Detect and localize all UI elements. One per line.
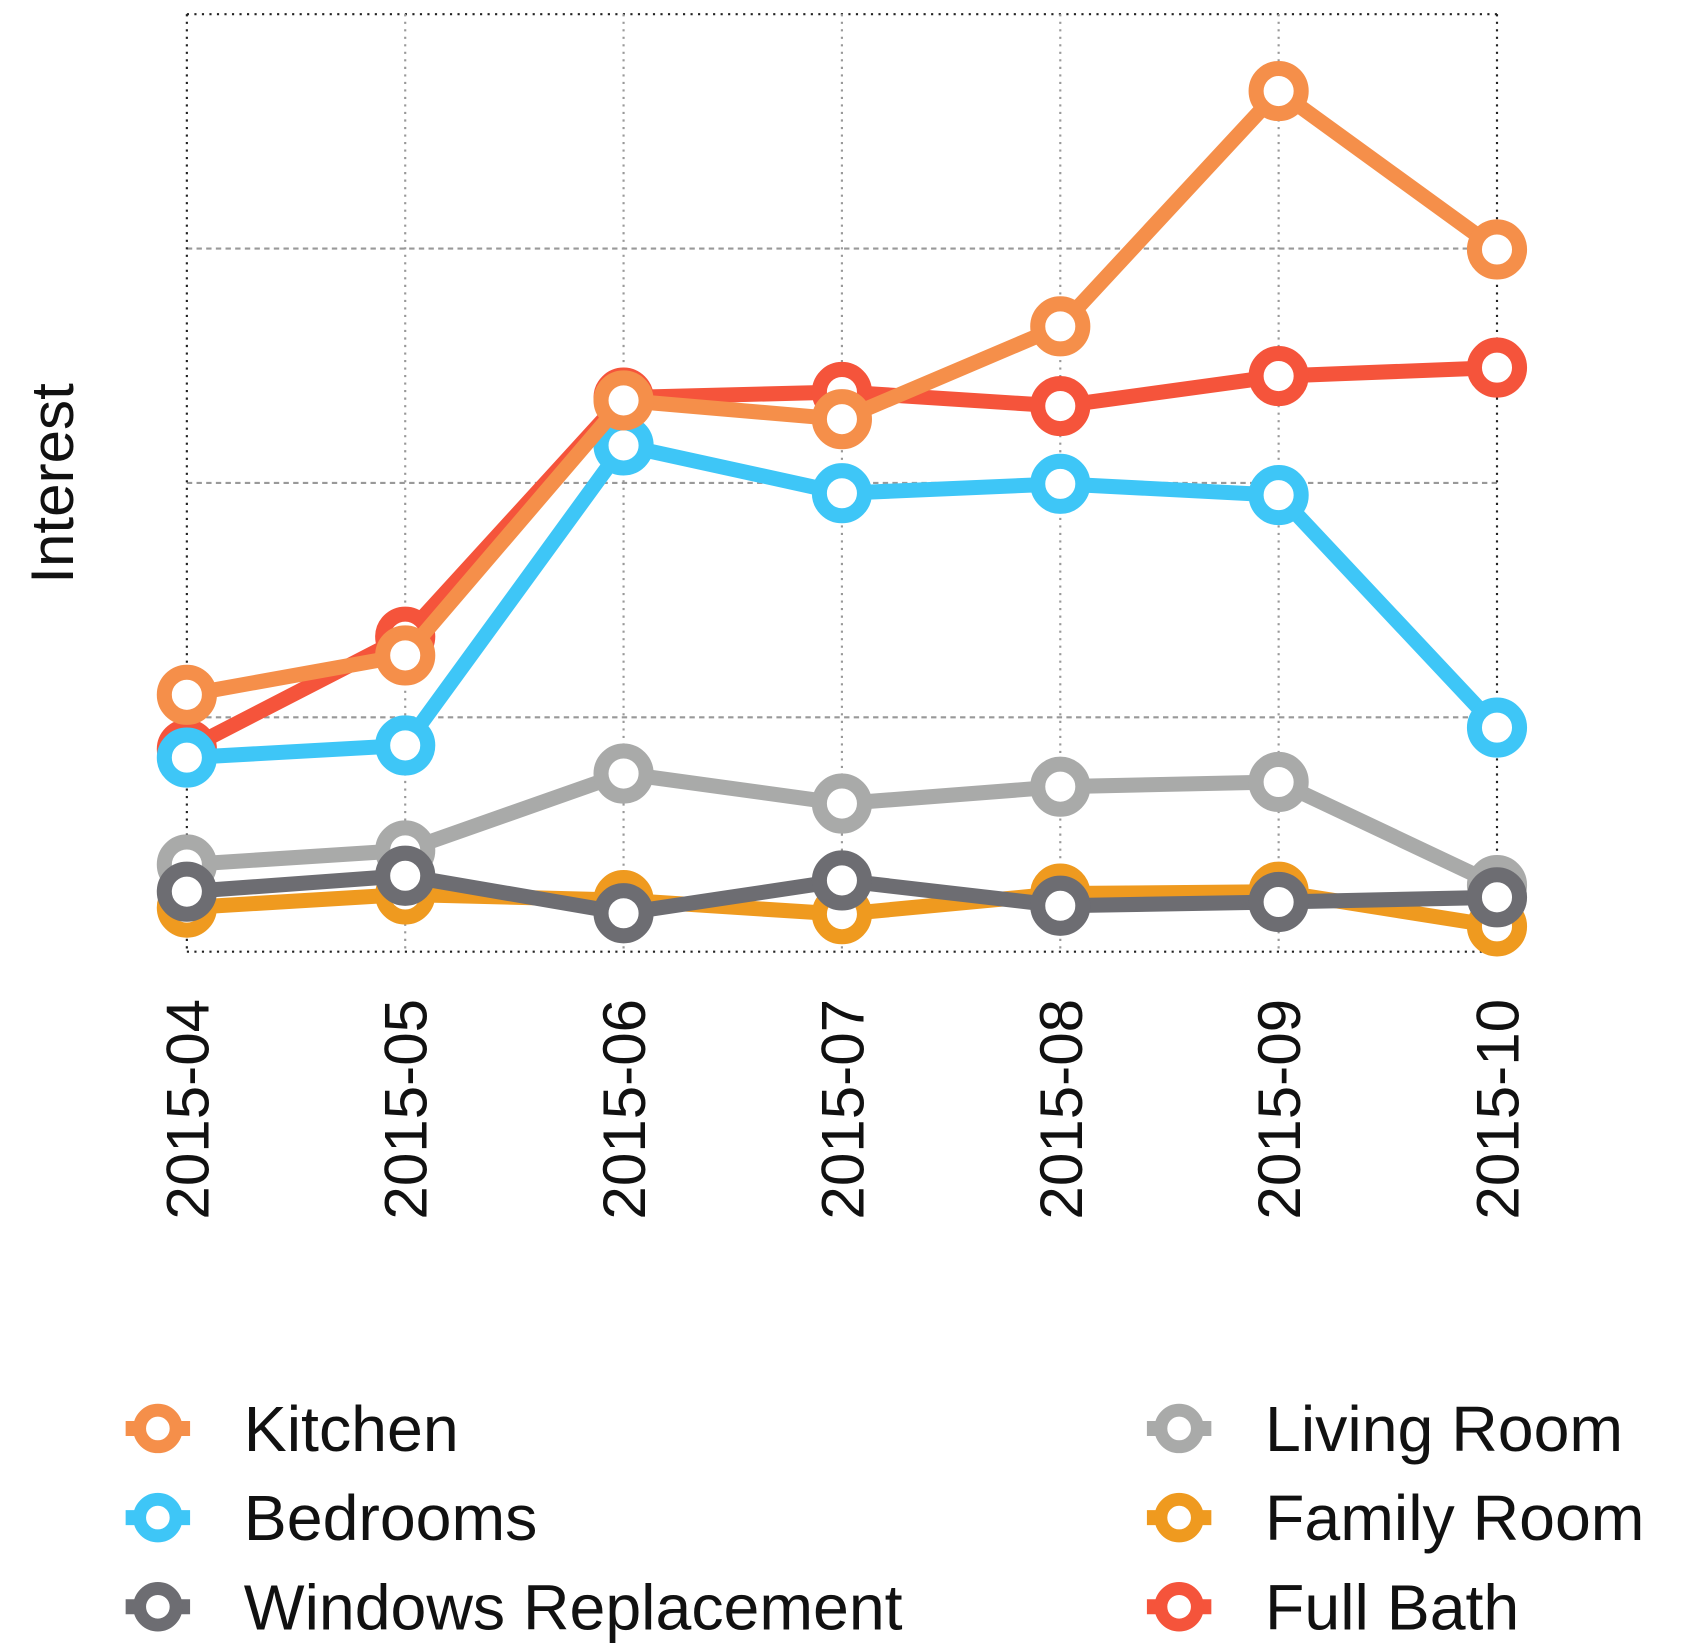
series xyxy=(156,415,1528,788)
marker xyxy=(811,773,872,834)
x-tick-label: 2015-04 xyxy=(154,999,221,1220)
marker xyxy=(1466,697,1528,758)
marker xyxy=(1466,337,1528,398)
marker xyxy=(156,727,217,788)
series xyxy=(156,60,1528,725)
marker xyxy=(1030,296,1091,357)
marker xyxy=(375,845,436,906)
x-tick-label: 2015-08 xyxy=(1028,999,1095,1220)
marker xyxy=(1248,465,1309,526)
x-tick-label: 2015-06 xyxy=(591,999,658,1220)
marker xyxy=(593,883,654,944)
marker xyxy=(593,743,654,804)
x-tick-label: 2015-07 xyxy=(809,999,876,1220)
legend-label: Living Room xyxy=(1265,1393,1623,1465)
series xyxy=(156,845,1528,944)
marker xyxy=(1248,60,1309,122)
legend-marker xyxy=(1154,1403,1204,1454)
legend-label: Full Bath xyxy=(1265,1571,1519,1643)
marker xyxy=(811,463,872,524)
marker xyxy=(1030,875,1091,936)
legend-marker xyxy=(133,1582,183,1632)
legend-marker xyxy=(1154,1492,1204,1543)
legend-label: Kitchen xyxy=(244,1393,459,1465)
marker xyxy=(1248,871,1309,933)
marker xyxy=(811,850,872,911)
legend-label: Family Room xyxy=(1265,1482,1644,1554)
marker xyxy=(1248,751,1309,813)
x-tick-label: 2015-10 xyxy=(1464,999,1531,1220)
legend-marker xyxy=(133,1403,183,1454)
legend-marker xyxy=(133,1492,183,1543)
y-axis-label: Interest xyxy=(19,383,86,584)
marker xyxy=(1030,375,1091,437)
legend-marker xyxy=(1154,1582,1204,1632)
marker xyxy=(811,389,872,450)
marker xyxy=(1466,219,1528,280)
marker xyxy=(593,370,654,431)
marker xyxy=(156,664,217,725)
marker xyxy=(375,625,436,686)
marker xyxy=(375,715,436,776)
legend-label: Windows Replacement xyxy=(244,1571,903,1643)
x-tick-label: 2015-05 xyxy=(373,999,440,1220)
marker xyxy=(1030,453,1091,514)
marker xyxy=(156,861,217,922)
marker xyxy=(1030,756,1091,817)
marker xyxy=(1466,867,1528,928)
legend-label: Bedrooms xyxy=(244,1482,538,1554)
x-tick-label: 2015-09 xyxy=(1246,999,1313,1220)
marker xyxy=(1248,345,1309,407)
